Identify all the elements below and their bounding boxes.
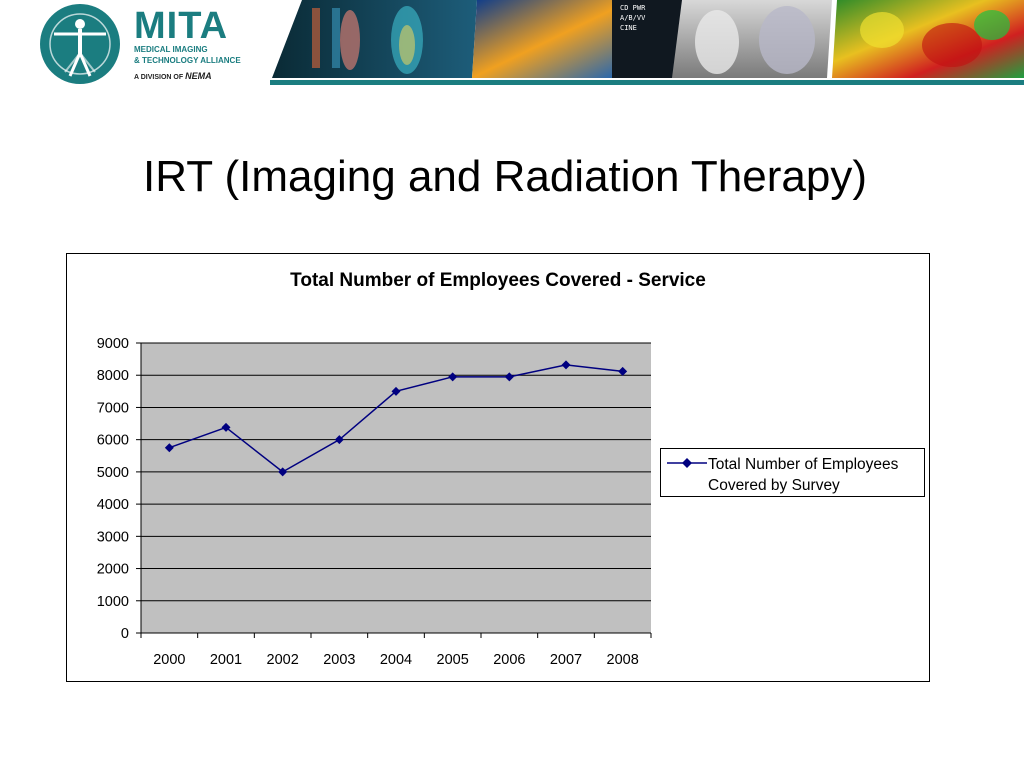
- medical-imaging-banner: CD PWR A/B/VV CINE: [272, 0, 1024, 78]
- y-tick-label: 5000: [97, 465, 129, 481]
- svg-text:CD PWR: CD PWR: [620, 4, 646, 12]
- x-tick-label: 2005: [437, 652, 469, 668]
- legend-series-label: Total Number of Employees Covered by Sur…: [708, 456, 899, 494]
- x-tick-label: 2008: [607, 652, 639, 668]
- data-point: [504, 372, 514, 382]
- banner-accent-line: [270, 80, 1024, 85]
- y-tick-label: 7000: [97, 400, 129, 416]
- y-tick-label: 1000: [97, 594, 129, 610]
- logo-division-prefix: A DIVISION OF: [134, 74, 184, 81]
- chart-title: Total Number of Employees Covered - Serv…: [290, 270, 706, 291]
- plot-area: [141, 343, 651, 633]
- data-point: [221, 422, 231, 432]
- logo-subtitle-line1: MEDICAL IMAGING: [134, 45, 208, 54]
- x-tick-label: 2001: [210, 652, 242, 668]
- logo-title: MITA: [134, 5, 229, 47]
- y-tick-label: 3000: [97, 529, 129, 545]
- logo-division-text: A DIVISION OF NEMA: [134, 71, 212, 81]
- y-tick-label: 8000: [97, 368, 129, 384]
- data-point: [278, 467, 288, 477]
- chart-legend: Total Number of Employees Covered by Sur…: [660, 448, 925, 497]
- header-bar: MITA MEDICAL IMAGING & TECHNOLOGY ALLIAN…: [0, 0, 1024, 88]
- mita-logo-emblem: [40, 4, 120, 84]
- svg-text:CINE: CINE: [620, 24, 637, 32]
- y-tick-label: 9000: [97, 336, 129, 352]
- x-tick-label: 2004: [380, 652, 412, 668]
- x-tick-label: 2003: [323, 652, 355, 668]
- logo-subtitle-line2: & TECHNOLOGY ALLIANCE: [134, 56, 241, 65]
- slide-title: IRT (Imaging and Radiation Therapy): [143, 152, 867, 201]
- data-point: [334, 435, 344, 445]
- data-point: [164, 443, 174, 453]
- y-tick-label: 6000: [97, 433, 129, 449]
- x-tick-label: 2002: [267, 652, 299, 668]
- svg-text:A/B/VV: A/B/VV: [620, 14, 646, 22]
- legend-series-marker-icon: [667, 458, 707, 468]
- y-tick-label: 4000: [97, 497, 129, 513]
- y-tick-label: 0: [121, 626, 129, 642]
- x-tick-label: 2000: [153, 652, 185, 668]
- data-point: [618, 366, 628, 376]
- banner-collage-image: CD PWR A/B/VV CINE: [272, 0, 1024, 78]
- x-tick-label: 2006: [493, 652, 525, 668]
- data-point: [448, 372, 458, 382]
- vitruvian-figure-icon: [49, 13, 111, 77]
- y-tick-label: 2000: [97, 562, 129, 578]
- nema-logo-text: NEMA: [185, 71, 212, 81]
- data-point: [391, 386, 401, 396]
- data-point: [561, 360, 571, 370]
- x-tick-label: 2007: [550, 652, 582, 668]
